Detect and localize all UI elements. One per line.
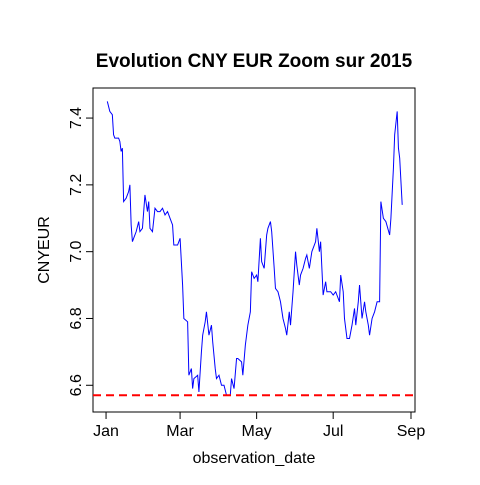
y-tick-label: 6.6 bbox=[68, 374, 85, 396]
x-tick-label: Sep bbox=[397, 423, 426, 440]
y-axis-label: CNYEUR bbox=[36, 216, 53, 284]
x-tick-label: May bbox=[242, 423, 272, 440]
x-tick-label: Jan bbox=[93, 423, 119, 440]
plot-frame bbox=[92, 87, 416, 413]
y-tick-label: 6.8 bbox=[68, 307, 85, 329]
chart-title: Evolution CNY EUR Zoom sur 2015 bbox=[96, 51, 413, 72]
x-tick-label: Jul bbox=[323, 423, 343, 440]
data-line bbox=[106, 101, 403, 396]
y-tick-label: 7.0 bbox=[68, 240, 85, 262]
x-axis-label: observation_date bbox=[193, 450, 316, 467]
y-tick-label: 7.2 bbox=[68, 174, 85, 196]
x-tick-label: Mar bbox=[166, 423, 194, 440]
y-tick-label: 7.4 bbox=[68, 107, 85, 129]
